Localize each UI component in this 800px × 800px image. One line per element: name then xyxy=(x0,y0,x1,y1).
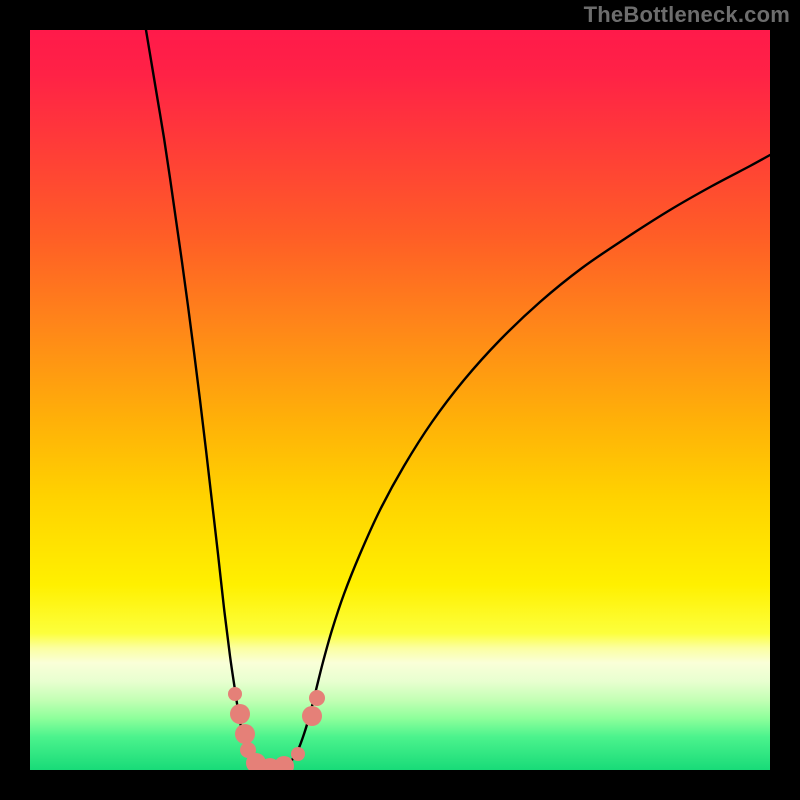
data-marker xyxy=(302,706,322,726)
data-marker xyxy=(230,704,250,724)
data-marker xyxy=(291,747,305,761)
data-marker xyxy=(228,687,242,701)
data-marker xyxy=(309,690,325,706)
data-marker xyxy=(235,724,255,744)
bottleneck-curve-chart xyxy=(0,0,800,800)
watermark-text: TheBottleneck.com xyxy=(584,2,790,28)
chart-frame: TheBottleneck.com xyxy=(0,0,800,800)
gradient-background xyxy=(30,30,770,770)
